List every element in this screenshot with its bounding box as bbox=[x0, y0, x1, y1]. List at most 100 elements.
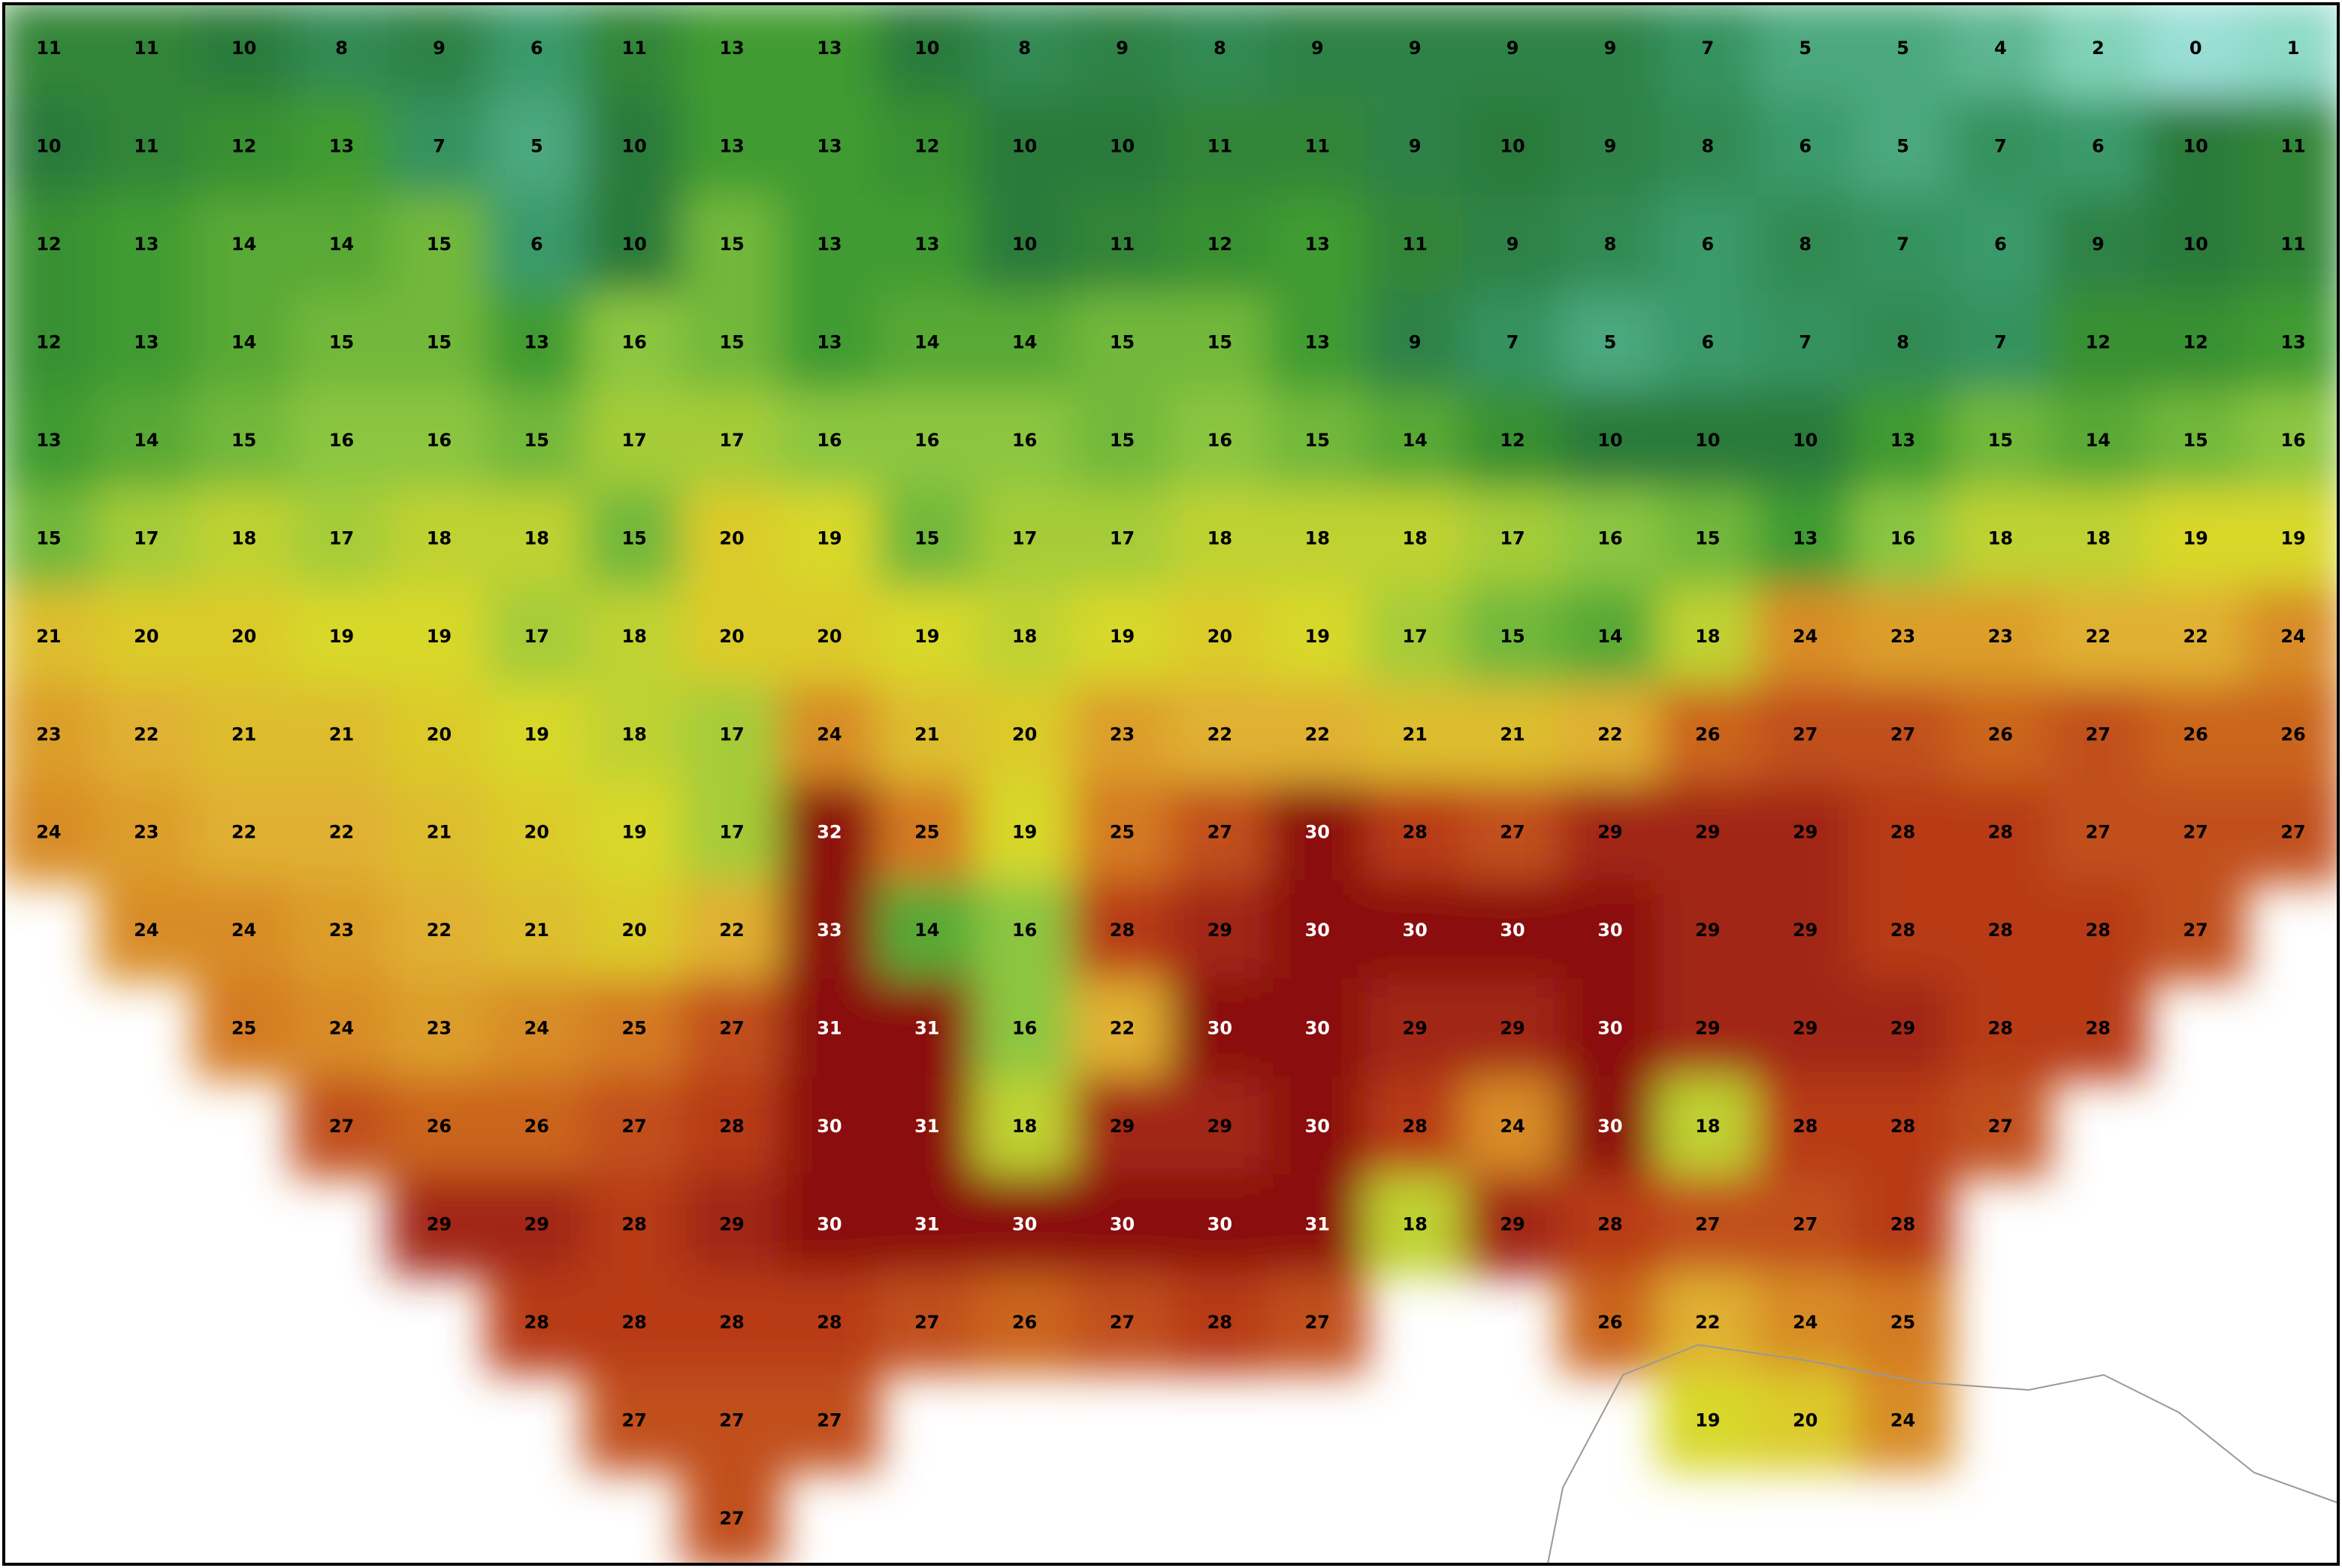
temperature-label: 28 bbox=[1207, 1312, 1232, 1333]
temperature-cell bbox=[779, 488, 880, 590]
temperature-cell bbox=[584, 684, 685, 786]
temperature-label: 18 bbox=[621, 724, 646, 745]
temperature-cell bbox=[2145, 782, 2247, 884]
temperature-cell bbox=[974, 488, 1075, 590]
temperature-cell bbox=[1267, 292, 1368, 394]
temperature-cell bbox=[2145, 96, 2247, 198]
temperature-label: 31 bbox=[914, 1116, 939, 1137]
temperature-cell bbox=[291, 782, 392, 884]
temperature-label: 14 bbox=[1012, 332, 1037, 353]
temperature-cell bbox=[1754, 96, 1856, 198]
temperature-label: 22 bbox=[329, 822, 354, 843]
temperature-label: 16 bbox=[817, 430, 842, 451]
temperature-label: 24 bbox=[1890, 1409, 1915, 1431]
temperature-cell bbox=[291, 1076, 392, 1178]
temperature-cell bbox=[1364, 1076, 1466, 1178]
temperature-cell bbox=[1657, 292, 1758, 394]
temperature-label: 25 bbox=[1110, 822, 1135, 843]
temperature-cell bbox=[1169, 488, 1271, 590]
temperature-label: 7 bbox=[433, 136, 446, 157]
temperature-cell bbox=[486, 978, 588, 1080]
temperature-cell bbox=[876, 488, 978, 590]
temperature-cell bbox=[193, 978, 295, 1080]
temperature-cell bbox=[1462, 782, 1563, 884]
temperature-cell bbox=[876, 1174, 978, 1276]
temperature-label: 7 bbox=[1701, 38, 1714, 59]
temperature-cell bbox=[5, 390, 99, 492]
temperature-label: 28 bbox=[817, 1312, 842, 1333]
temperature-cell bbox=[681, 1468, 782, 1563]
temperature-cell bbox=[388, 978, 490, 1080]
temperature-label: 13 bbox=[1305, 332, 1330, 353]
temperature-label: 29 bbox=[1695, 920, 1720, 941]
temperature-cell bbox=[388, 880, 490, 982]
temperature-cell bbox=[2243, 684, 2337, 786]
temperature-label: 19 bbox=[427, 626, 452, 647]
temperature-label: 19 bbox=[1305, 626, 1330, 647]
temperature-cell bbox=[1754, 194, 1856, 296]
temperature-label: 24 bbox=[134, 920, 159, 941]
temperature-cell bbox=[1852, 5, 1954, 100]
temperature-cell bbox=[2145, 292, 2247, 394]
temperature-cell bbox=[193, 5, 295, 100]
temperature-label: 24 bbox=[36, 822, 61, 843]
temperature-cell bbox=[193, 96, 295, 198]
temperature-cell bbox=[876, 1076, 978, 1178]
temperature-cell bbox=[681, 1076, 782, 1178]
temperature-label: 11 bbox=[36, 38, 61, 59]
temperature-label: 14 bbox=[231, 332, 256, 353]
temperature-label: 17 bbox=[1402, 626, 1427, 647]
temperature-label: 16 bbox=[1207, 430, 1232, 451]
temperature-cell bbox=[193, 488, 295, 590]
temperature-label: 12 bbox=[914, 136, 939, 157]
temperature-label: 10 bbox=[231, 38, 256, 59]
temperature-cell bbox=[193, 684, 295, 786]
temperature-label: 16 bbox=[914, 430, 939, 451]
temperature-cell bbox=[1267, 390, 1368, 492]
temperature-cell bbox=[388, 390, 490, 492]
temperature-cell bbox=[1560, 5, 1661, 100]
temperature-cell bbox=[1169, 1076, 1271, 1178]
temperature-cell bbox=[1754, 1076, 1856, 1178]
temperature-cell bbox=[584, 880, 685, 982]
temperature-cell bbox=[486, 96, 588, 198]
temperature-cell bbox=[1462, 5, 1563, 100]
temperature-label: 18 bbox=[1402, 527, 1427, 548]
temperature-label: 6 bbox=[1799, 136, 1812, 157]
temperature-label: 24 bbox=[1793, 626, 1818, 647]
temperature-cell bbox=[1462, 96, 1563, 198]
temperature-label: 22 bbox=[2183, 626, 2208, 647]
temperature-label: 10 bbox=[2183, 234, 2208, 255]
temperature-cell bbox=[1560, 390, 1661, 492]
temperature-label: 16 bbox=[2280, 430, 2305, 451]
temperature-cell bbox=[1169, 782, 1271, 884]
temperature-cell bbox=[1657, 1076, 1758, 1178]
temperature-label: 22 bbox=[427, 920, 452, 941]
temperature-cell bbox=[486, 292, 588, 394]
temperature-label: 18 bbox=[1988, 527, 2013, 548]
temperature-cell bbox=[1364, 586, 1466, 688]
temperature-label: 11 bbox=[1305, 136, 1330, 157]
temperature-label: 15 bbox=[1695, 527, 1720, 548]
temperature-label: 20 bbox=[1793, 1409, 1818, 1431]
temperature-cell bbox=[2145, 684, 2247, 786]
temperature-label: 15 bbox=[1500, 626, 1525, 647]
temperature-label: 15 bbox=[719, 234, 744, 255]
temperature-cell bbox=[1560, 1076, 1661, 1178]
temperature-cell bbox=[486, 782, 588, 884]
temperature-cell bbox=[193, 390, 295, 492]
temperature-label: 28 bbox=[1890, 1213, 1915, 1234]
temperature-cell bbox=[1071, 978, 1173, 1080]
temperature-label: 10 bbox=[1012, 136, 1037, 157]
temperature-cell bbox=[1267, 880, 1368, 982]
temperature-cell bbox=[1364, 292, 1466, 394]
temperature-label: 27 bbox=[2183, 920, 2208, 941]
temperature-cell bbox=[1267, 684, 1368, 786]
temperature-cell bbox=[5, 488, 99, 590]
temperature-label: 12 bbox=[2086, 332, 2111, 353]
temperature-cell bbox=[1364, 390, 1466, 492]
temperature-label: 15 bbox=[427, 234, 452, 255]
temperature-label: 15 bbox=[231, 430, 256, 451]
temperature-cell bbox=[193, 194, 295, 296]
temperature-label: 19 bbox=[2280, 527, 2305, 548]
